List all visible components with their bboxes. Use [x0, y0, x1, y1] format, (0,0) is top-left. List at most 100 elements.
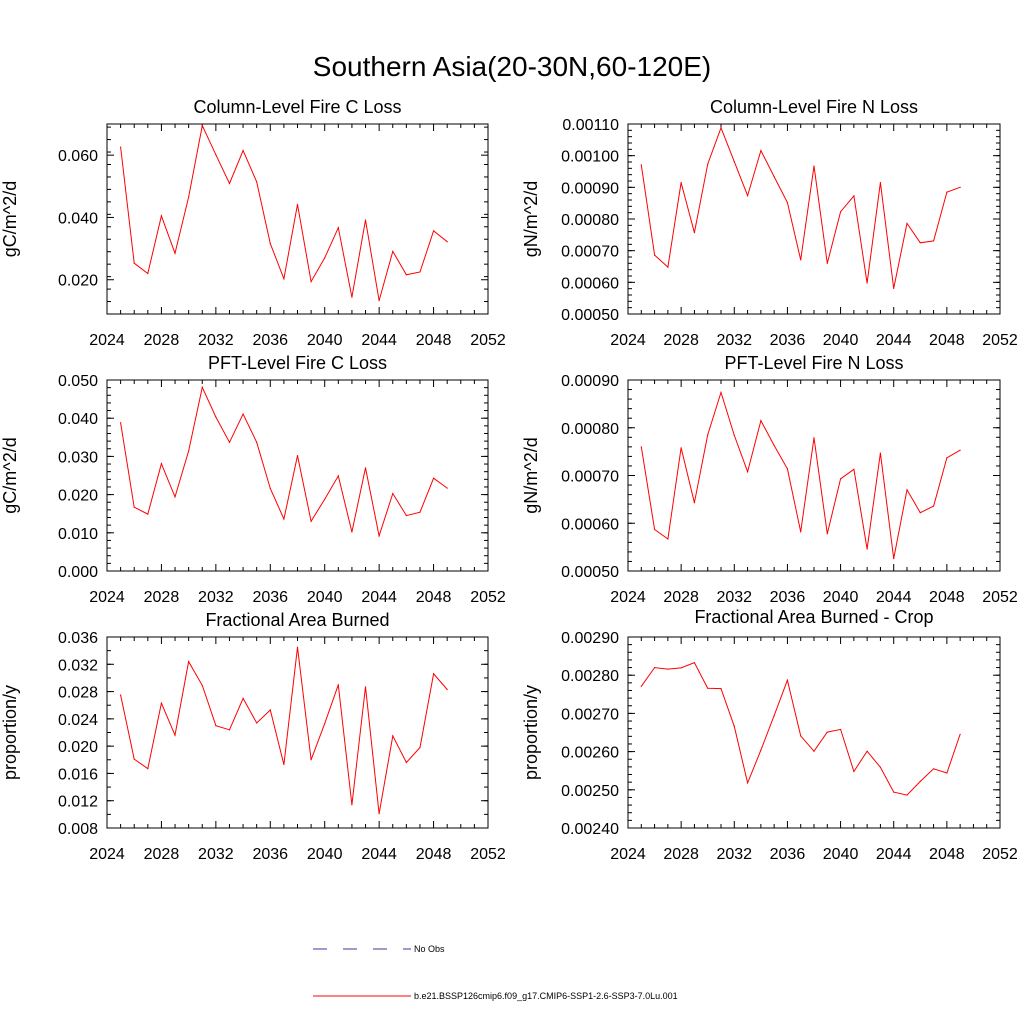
- data-point: [786, 468, 789, 470]
- data-point: [432, 673, 435, 675]
- data-point: [120, 146, 122, 148]
- y-axis-label: proportion/y: [521, 685, 541, 780]
- y-tick-label: 0.060: [58, 148, 98, 165]
- data-point: [800, 259, 802, 261]
- y-tick-label: 0.00270: [561, 706, 619, 723]
- data-point: [919, 242, 921, 244]
- data-point: [378, 535, 380, 537]
- y-axis-label: gC/m^2/d: [0, 181, 20, 257]
- x-tick-label: 2044: [876, 332, 912, 349]
- y-tick-label: 0.024: [58, 712, 98, 729]
- figure-title: Southern Asia(20-30N,60-120E): [313, 51, 711, 82]
- x-tick-label: 2048: [416, 589, 452, 606]
- x-tick-label: 2048: [416, 846, 452, 863]
- data-point: [296, 203, 299, 205]
- plot-frame: [106, 123, 489, 315]
- data-point: [351, 296, 353, 298]
- data-point: [215, 416, 217, 418]
- x-tick-label: 2044: [876, 846, 912, 863]
- x-tick-label: 2032: [716, 846, 752, 863]
- data-point: [392, 492, 394, 495]
- data-point: [813, 165, 815, 167]
- x-tick-label: 2048: [929, 332, 965, 349]
- x-tick-label: 2024: [610, 589, 646, 606]
- data-point: [133, 758, 135, 760]
- data-point: [147, 513, 149, 515]
- data-point: [866, 750, 868, 752]
- data-point: [746, 782, 749, 784]
- x-tick-label: 2040: [307, 332, 343, 349]
- x-tick-label: 2028: [663, 589, 699, 606]
- data-point: [324, 498, 326, 500]
- x-tick-label: 2024: [89, 846, 125, 863]
- y-tick-label: 0.028: [58, 685, 98, 702]
- y-tick-label: 0.040: [58, 411, 98, 428]
- data-point: [640, 164, 642, 166]
- data-point: [120, 422, 122, 424]
- data-point: [419, 746, 421, 749]
- y-tick-label: 0.00080: [561, 421, 619, 438]
- plot-frame: [627, 636, 1001, 829]
- y-tick-label: 0.00250: [561, 783, 619, 800]
- data-point: [324, 723, 326, 725]
- data-point: [405, 515, 407, 517]
- data-point: [324, 257, 326, 259]
- data-point: [640, 685, 642, 687]
- y-tick-label: 0.00050: [561, 564, 619, 581]
- y-tick-label: 0.016: [58, 766, 98, 783]
- y-tick-label: 0.00090: [561, 180, 619, 197]
- data-point: [932, 768, 935, 770]
- y-axis-label: gN/m^2/d: [521, 181, 541, 257]
- x-tick-label: 2032: [198, 332, 234, 349]
- data-point: [746, 194, 749, 197]
- legend: No Obs b.e21.BSSP126cmip6.f09_g17.CMIP6-…: [313, 944, 678, 1001]
- panel-title: Column-Level Fire C Loss: [193, 97, 401, 117]
- data-point: [283, 518, 285, 520]
- data-point: [147, 272, 149, 275]
- data-point: [707, 434, 709, 436]
- data-point: [640, 446, 642, 448]
- data-point: [826, 533, 828, 535]
- data-point: [120, 694, 122, 696]
- data-point: [813, 437, 815, 439]
- data-point: [707, 687, 709, 689]
- y-tick-label: 0.020: [58, 273, 98, 290]
- plot-frame: [106, 636, 489, 829]
- y-tick-label: 0.010: [58, 526, 98, 543]
- x-tick-label: 2024: [610, 846, 646, 863]
- plot-frame: [106, 379, 489, 572]
- data-point: [693, 661, 696, 664]
- data-point: [133, 506, 135, 508]
- data-point: [147, 768, 149, 770]
- data-point: [201, 124, 203, 127]
- data-point: [283, 278, 285, 280]
- data-point: [667, 266, 669, 268]
- series-line: [120, 123, 448, 301]
- panel-title: Fractional Area Burned: [205, 610, 389, 630]
- x-tick-label: 2028: [144, 846, 180, 863]
- y-tick-label: 0.020: [58, 488, 98, 505]
- x-tick-label: 2044: [361, 332, 397, 349]
- data-point: [773, 175, 775, 178]
- y-tick-label: 0.020: [58, 739, 98, 756]
- x-tick-label: 2040: [823, 332, 859, 349]
- x-tick-label: 2040: [307, 846, 343, 863]
- x-tick-label: 2036: [770, 332, 806, 349]
- data-point: [866, 282, 868, 284]
- data-point: [879, 181, 882, 184]
- x-tick-label: 2036: [252, 589, 288, 606]
- data-point: [351, 804, 353, 806]
- data-point: [201, 386, 203, 388]
- series-line: [640, 661, 961, 796]
- series-line: [640, 390, 961, 559]
- data-point: [693, 232, 696, 234]
- data-point: [419, 271, 421, 273]
- data-point: [946, 772, 948, 774]
- x-tick-label: 2040: [823, 846, 859, 863]
- panel-3: PFT-Level Fire C Loss gC/m^2/d 2024 2028 203…: [0, 353, 506, 606]
- data-point: [813, 750, 815, 752]
- y-tick-label: 0.000: [58, 564, 98, 581]
- y-tick-label: 0.00090: [561, 373, 619, 390]
- y-tick-label: 0.00110: [562, 117, 619, 134]
- legend-label-model: b.e21.BSSP126cmip6.f09_g17.CMIP6-SSP1-2.…: [414, 991, 678, 1001]
